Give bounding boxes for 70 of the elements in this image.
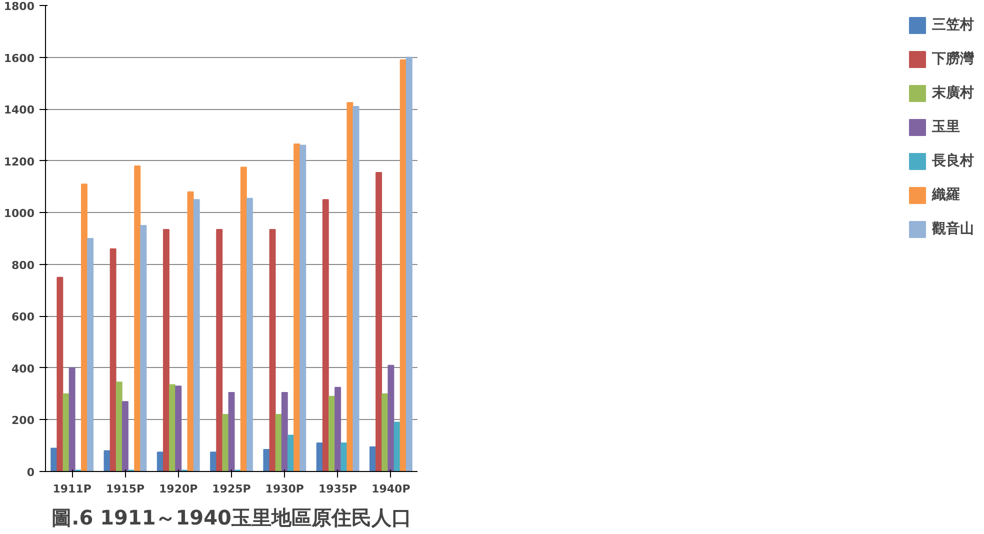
bar xyxy=(122,401,128,472)
bar xyxy=(352,106,360,472)
legend-label: 長良村 xyxy=(932,152,974,170)
y-tick-label: 1800 xyxy=(4,0,35,13)
bar xyxy=(346,102,354,472)
legend-label: 三笠村 xyxy=(932,16,974,34)
bar xyxy=(175,386,182,472)
bar xyxy=(162,228,170,472)
x-tick-label: 1925P xyxy=(212,482,251,496)
bar xyxy=(222,414,229,472)
bar xyxy=(228,392,235,472)
y-tick-label: 600 xyxy=(12,310,35,324)
bar xyxy=(134,166,141,472)
bar xyxy=(294,144,300,472)
bar xyxy=(169,384,176,472)
legend-label: 觀音山 xyxy=(932,220,974,238)
bar xyxy=(400,59,406,472)
y-tick-label: 200 xyxy=(12,414,35,428)
legend-label: 織羅 xyxy=(932,186,960,204)
bar xyxy=(394,422,400,472)
bar xyxy=(80,184,88,472)
bar xyxy=(269,228,276,472)
bar xyxy=(68,367,76,472)
bar xyxy=(210,452,217,472)
bar xyxy=(87,238,94,472)
bar xyxy=(56,276,64,472)
bar xyxy=(334,386,342,472)
bar xyxy=(187,191,194,472)
x-tick-label: 1920P xyxy=(159,482,198,496)
legend-label: 玉里 xyxy=(932,118,960,136)
bar xyxy=(376,172,382,472)
legend-label: 末廣村 xyxy=(932,84,974,102)
bar xyxy=(316,442,323,472)
bar xyxy=(62,393,70,472)
bar xyxy=(322,199,329,472)
bar xyxy=(246,198,253,472)
bar xyxy=(340,442,348,472)
bar xyxy=(388,364,394,472)
bar xyxy=(240,166,247,472)
bar xyxy=(216,228,223,472)
x-tick-label: 1940P xyxy=(372,482,410,496)
y-tick-label: 1600 xyxy=(4,52,35,65)
text: 圖.6 1911～1940玉里地區原住民人口 xyxy=(52,506,412,530)
x-tick-label: 1930P xyxy=(265,482,304,496)
bar xyxy=(104,450,110,472)
bar xyxy=(300,144,306,472)
bar xyxy=(50,448,58,472)
bar xyxy=(116,382,122,472)
bar xyxy=(110,248,116,472)
x-tick-label: 1935P xyxy=(318,482,358,496)
y-tick-label: 1200 xyxy=(4,155,35,168)
y-tick-label: 1400 xyxy=(4,104,35,117)
legend-label: 下朥灣 xyxy=(932,50,974,68)
x-tick-label: 1911P xyxy=(52,482,92,496)
x-tick-label: 1915P xyxy=(106,482,145,496)
bar xyxy=(287,434,294,472)
bar xyxy=(193,199,200,472)
y-tick-label: 800 xyxy=(12,258,35,272)
bar xyxy=(382,393,388,472)
bar xyxy=(281,392,288,472)
y-tick-label: 1000 xyxy=(4,207,35,220)
y-tick-label: 400 xyxy=(12,362,35,376)
bar xyxy=(140,225,147,472)
bar xyxy=(328,396,335,472)
bar xyxy=(263,448,270,472)
bar xyxy=(156,452,164,472)
bar xyxy=(406,56,412,472)
bar xyxy=(275,414,282,472)
bar xyxy=(369,446,376,472)
y-tick-label: 0 xyxy=(26,466,35,479)
